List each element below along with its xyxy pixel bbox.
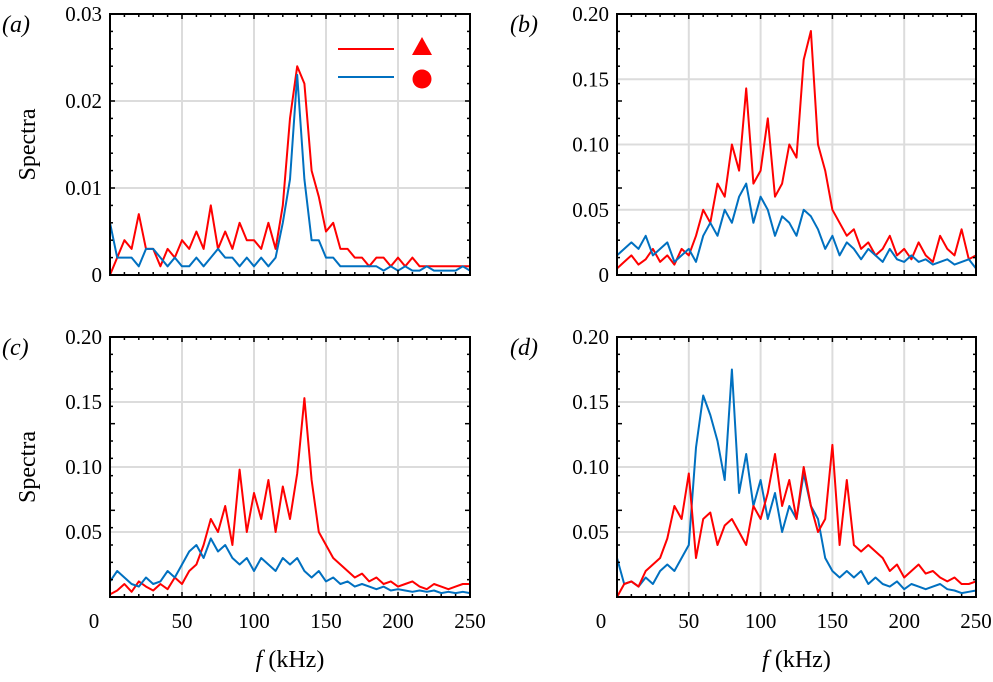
- y-tick-label: 0.05: [572, 520, 609, 544]
- y-tick-label: 0.20: [65, 325, 102, 349]
- x-tick-label: 200: [888, 609, 920, 633]
- y-tick-label: 0.20: [572, 325, 609, 349]
- x-axis-label-symbol: f: [762, 647, 775, 673]
- y-tick-label: 0.03: [65, 2, 102, 26]
- y-tick-label: 0.15: [572, 67, 609, 91]
- series-line-blue: [616, 182, 977, 270]
- panel-label: (b): [510, 12, 538, 38]
- series-line-red: [109, 65, 470, 276]
- y-tick-label: 0.02: [65, 89, 102, 113]
- x-axis-label: f (kHz): [762, 647, 831, 673]
- plot-frame: [616, 13, 977, 276]
- y-tick-label: 0.01: [65, 176, 102, 200]
- x-tick-label: 200: [382, 609, 414, 633]
- x-axis-label-unit: (kHz): [775, 647, 831, 673]
- panel-a: 0 0.01 0.02 0.03 (a) Spectra: [2, 2, 471, 287]
- y-tick-label: 0.10: [65, 455, 102, 479]
- panel-label: (a): [2, 12, 30, 38]
- y-tick-label: 0: [92, 263, 103, 287]
- x-tick-label: 0: [89, 609, 100, 633]
- y-tick-label: 0.05: [65, 520, 102, 544]
- y-tick-label: 0.15: [65, 390, 102, 414]
- y-axis-label: Spectra: [15, 431, 41, 503]
- panel-d: 0.05 0.10 0.15 0.20 0 50 100 150 200 250 (d) f (kHz…: [510, 325, 992, 673]
- x-tick-label: 50: [678, 609, 699, 633]
- x-axis-label: f (kHz): [256, 647, 325, 673]
- panel-b: 0 0.05 0.10 0.15 0.20 (b): [510, 2, 977, 287]
- series-line-red: [616, 443, 977, 598]
- series-line-red: [109, 397, 470, 596]
- x-axis-label-symbol: f: [256, 647, 269, 673]
- x-tick-label: 150: [817, 609, 849, 633]
- x-tick-label: 50: [172, 609, 193, 633]
- legend-triangle-icon: [412, 37, 432, 55]
- plot-frame: [109, 336, 471, 598]
- y-tick-label: 0.15: [572, 390, 609, 414]
- panel-label: (d): [510, 335, 538, 361]
- panel-label: (c): [2, 335, 29, 361]
- x-tick-label: 100: [745, 609, 777, 633]
- y-tick-label: 0.10: [572, 455, 609, 479]
- series-line-blue: [616, 368, 977, 595]
- x-tick-label: 250: [454, 609, 486, 633]
- x-tick-label: 0: [596, 609, 607, 633]
- series-line-blue: [109, 73, 471, 272]
- legend-circle-icon: [412, 69, 432, 89]
- x-tick-label: 100: [238, 609, 270, 633]
- plot-frame: [109, 13, 471, 276]
- panel-c: 0.05 0.10 0.15 0.20 0 50 100 150 200 250 (c) Spectr…: [2, 325, 486, 673]
- y-tick-label: 0.05: [572, 198, 609, 222]
- y-axis-label: Spectra: [15, 108, 41, 180]
- y-tick-label: 0.20: [572, 2, 609, 26]
- y-tick-label: 0: [599, 263, 610, 287]
- x-axis-label-unit: (kHz): [268, 647, 324, 673]
- x-tick-label: 250: [960, 609, 992, 633]
- y-tick-label: 0.10: [572, 133, 609, 157]
- series-line-blue: [109, 537, 471, 595]
- plot-frame: [616, 336, 977, 598]
- x-tick-label: 150: [310, 609, 342, 633]
